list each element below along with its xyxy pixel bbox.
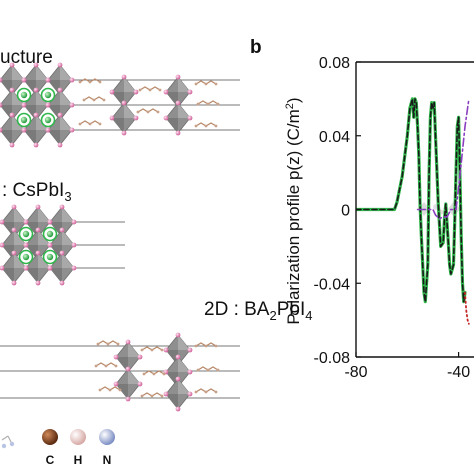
carbon-atom-icon: [42, 429, 58, 445]
legend-label-n: N: [103, 453, 112, 467]
chart-axes: 0.08 0.04 0 -0.04 -0.08-80 -40: [314, 55, 474, 381]
atom-legend: C H N: [1, 429, 115, 467]
ba2pbi4-illustration: [0, 332, 240, 412]
legend-label-c: C: [46, 453, 55, 467]
heterostructure-illustration: [0, 62, 240, 148]
nitrogen-atom-icon: [99, 429, 115, 445]
structure-title-fragment: ucture: [0, 47, 53, 68]
y-tick-label: -0.04: [314, 276, 351, 293]
x-tick-label: -80: [344, 364, 367, 381]
y-tick-label: 0: [341, 203, 350, 220]
hydrogen-atom-icon: [70, 429, 86, 445]
series-line-dashed: [356, 98, 466, 303]
series-line-dotted: [464, 291, 470, 325]
label-2d-ba2pbi4: 2D : BA2PbI4: [204, 299, 312, 323]
label-3d-cspbi3: : CsPbI3: [2, 180, 72, 204]
structure-panel: ucture : CsPbI3: [0, 47, 312, 467]
plot-area: [356, 97, 470, 325]
polarization-chart: b Polarization profile p(z) (C/m2) 0.080…: [250, 37, 474, 381]
series-line-dashdot: [416, 98, 470, 220]
series-line-solid: [356, 97, 467, 304]
panel-letter: b: [250, 37, 262, 58]
y-axis-label: Polarization profile p(z) (C/m2): [284, 97, 303, 324]
cspbi3-illustration: [0, 204, 125, 286]
y-tick-label: -0.08: [314, 350, 351, 367]
y-tick-label: 0.04: [319, 129, 350, 146]
ligand-glyph-icon: [1, 435, 15, 449]
y-tick-label: 0.08: [319, 55, 350, 72]
x-tick-label: -40: [447, 364, 470, 381]
legend-label-h: H: [74, 453, 83, 467]
